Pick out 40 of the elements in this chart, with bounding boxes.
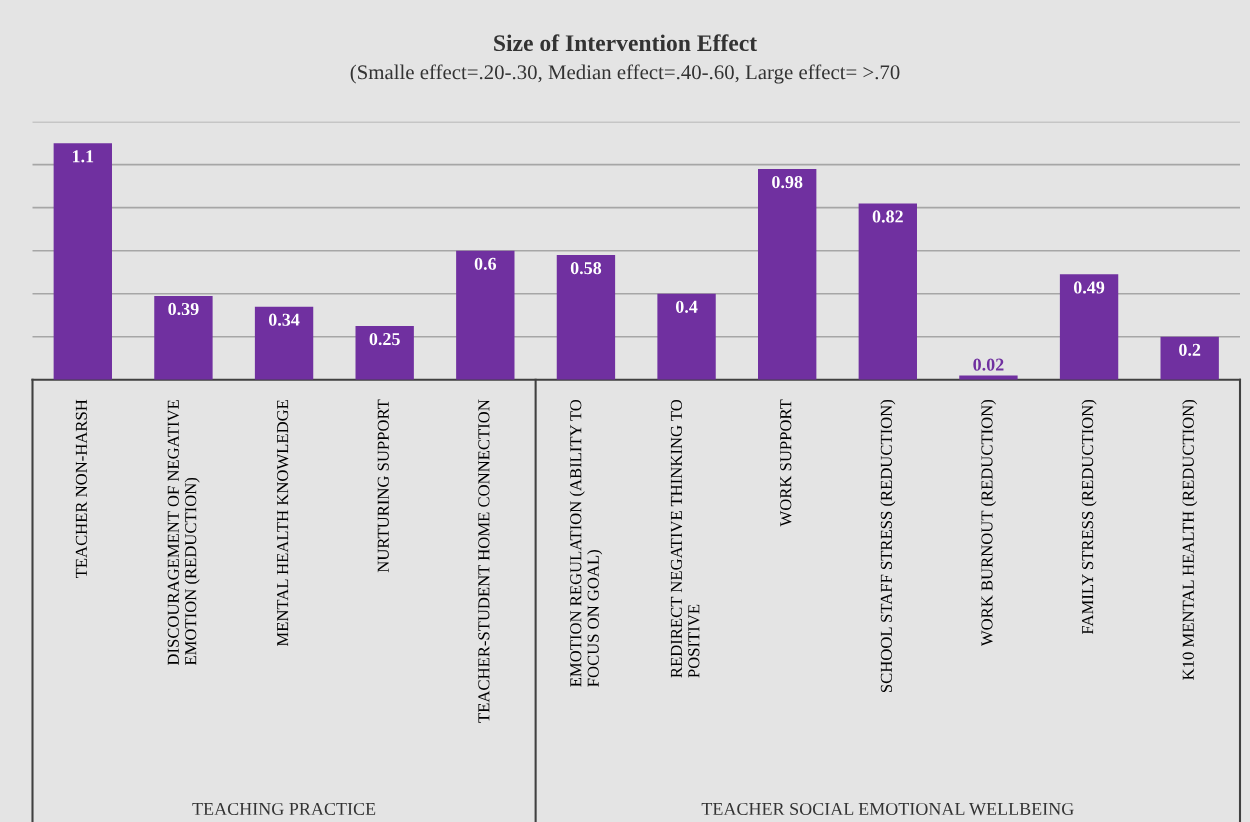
- x-tick-label: NURTURING SUPPORT: [377, 399, 389, 573]
- data-label: 0.34: [268, 313, 300, 326]
- data-label: 0.2: [1179, 343, 1201, 356]
- x-tick-label: SCHOOL STAFF STRESS (REDUCTION): [880, 399, 896, 692]
- bar: [254, 306, 314, 380]
- bar: [53, 143, 112, 380]
- x-tick-label: TEACHER-STUDENT HOME CONNECTION: [478, 399, 490, 723]
- chart-title: Size of Intervention Effect: [494, 34, 758, 52]
- bar: [1160, 336, 1219, 380]
- chart-subtitle: (Smalle effect=.20-.30, Median effect=.40-.60, Large effect= >.70: [350, 64, 900, 84]
- bar: [758, 168, 817, 380]
- bar: [556, 255, 616, 380]
- x-tick-label: FAMILY STRESS (REDUCTION): [1081, 399, 1097, 635]
- bar: [858, 203, 917, 380]
- x-tick-label: K10 MENTAL HEALTH (REDUCTION): [1182, 399, 1198, 680]
- data-label: 0.98: [772, 175, 803, 189]
- data-label: 0.6: [474, 257, 497, 270]
- bar: [959, 375, 1018, 380]
- bar: [1059, 274, 1119, 380]
- bar: [657, 293, 716, 380]
- bar: [355, 325, 414, 380]
- data-label: 0.39: [168, 302, 199, 316]
- text: TEACHER SOCIAL EMOTIONAL WELLBEING: [701, 802, 1074, 816]
- data-label: 0.02: [973, 358, 1004, 371]
- x-tick-label: TEACHER NON-HARSH: [75, 399, 87, 579]
- bar: [456, 250, 515, 380]
- x-tick-label: WORK SUPPORT: [780, 399, 792, 527]
- x-tick-label: REDIRECT NEGATIVE THINKING TO POSITIVE: [670, 399, 700, 678]
- data-label: 0.82: [872, 210, 903, 223]
- data-label: 0.4: [675, 300, 698, 313]
- data-label: 1.1: [72, 150, 94, 163]
- data-label: 0.25: [369, 332, 400, 346]
- x-tick-label: MENTAL HEALTH KNOWLEDGE: [277, 400, 289, 647]
- data-label: 0.58: [570, 261, 602, 275]
- text: TEACHING PRACTICE: [192, 802, 376, 816]
- bar: [154, 295, 213, 380]
- x-tick-label: DISCOURAGEMENT OF NEGATIVE EMOTION (REDUCTION): [167, 400, 200, 666]
- x-tick-label: WORK BURNOUT (REDUCTION): [980, 399, 996, 647]
- data-label: 0.49: [1073, 281, 1105, 294]
- x-tick-label: EMOTION REGULATION (ABILITY TO FOCUS ON GOAL): [569, 399, 603, 687]
